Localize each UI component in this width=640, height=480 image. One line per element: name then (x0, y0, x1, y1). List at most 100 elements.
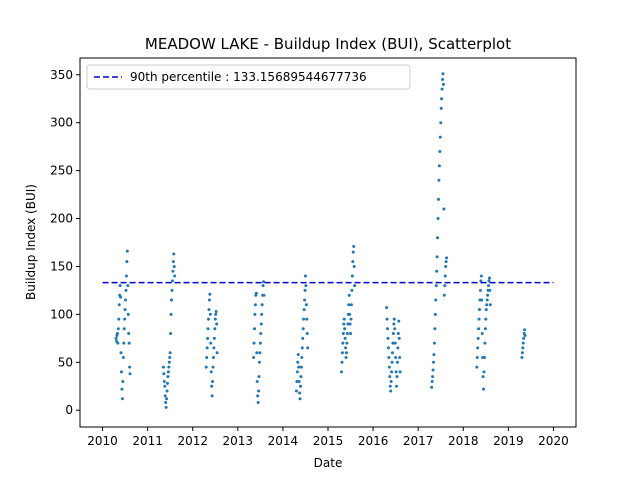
data-point (480, 332, 484, 336)
data-point (392, 317, 396, 321)
data-point (169, 312, 173, 316)
data-point (122, 327, 126, 331)
data-point (488, 288, 492, 292)
x-tick-label: 2013 (223, 434, 254, 448)
data-point (123, 317, 127, 321)
data-point (476, 336, 480, 340)
data-point (436, 197, 440, 201)
x-axis-label: Date (314, 456, 343, 470)
data-point (215, 322, 219, 326)
data-point (304, 303, 308, 307)
data-point (165, 381, 169, 385)
data-point (252, 356, 256, 360)
data-point (482, 387, 486, 391)
data-point (390, 370, 394, 374)
data-point (433, 327, 437, 331)
data-point (437, 164, 441, 168)
y-tick-label: 250 (50, 164, 73, 178)
data-point (211, 379, 215, 383)
data-points (114, 72, 527, 409)
data-point (344, 351, 348, 355)
data-point (395, 360, 399, 364)
data-point (439, 121, 443, 125)
data-point (170, 279, 174, 283)
data-point (432, 341, 436, 345)
data-point (395, 375, 399, 379)
data-point (297, 365, 301, 369)
data-point (118, 284, 122, 288)
data-point (440, 87, 444, 91)
data-point (207, 298, 211, 302)
data-point (262, 293, 266, 297)
data-point (166, 375, 170, 379)
data-point (341, 332, 345, 336)
data-point (257, 360, 261, 364)
y-tick-label: 100 (50, 307, 73, 321)
data-point (119, 370, 123, 374)
data-point (253, 312, 257, 316)
data-point (120, 387, 124, 391)
data-point (349, 317, 353, 321)
y-tick-label: 50 (58, 355, 73, 369)
data-point (441, 72, 445, 76)
data-point (261, 284, 265, 288)
x-tick-label: 2017 (403, 434, 434, 448)
data-point (353, 284, 357, 288)
data-point (441, 82, 445, 86)
data-point (398, 356, 402, 360)
data-point (173, 274, 177, 278)
data-point (389, 379, 393, 383)
data-point (295, 379, 299, 383)
data-point (205, 346, 209, 350)
data-point (128, 365, 132, 369)
data-point (121, 379, 125, 383)
data-point (430, 379, 434, 383)
plot-area (79, 57, 577, 428)
y-tick-label: 0 (65, 403, 73, 417)
data-point (165, 397, 169, 401)
data-point (258, 341, 262, 345)
data-point (258, 351, 262, 355)
data-point (350, 274, 354, 278)
data-point (398, 370, 402, 374)
data-point (346, 322, 350, 326)
data-point (168, 351, 172, 355)
data-point (442, 207, 446, 211)
y-tick-label: 350 (50, 68, 73, 82)
data-point (171, 260, 175, 264)
data-point (211, 365, 215, 369)
data-point (212, 336, 216, 340)
x-tick-label: 2020 (538, 434, 569, 448)
data-point (484, 308, 488, 312)
data-point (441, 78, 445, 82)
data-point (161, 365, 165, 369)
data-point (342, 322, 346, 326)
data-point (438, 149, 442, 153)
data-point (207, 308, 211, 312)
data-point (480, 298, 484, 302)
data-point (115, 332, 119, 336)
data-point (125, 249, 129, 253)
data-point (341, 341, 345, 345)
data-point (520, 356, 524, 360)
data-point (122, 341, 126, 345)
data-point (392, 322, 396, 326)
data-point (442, 293, 446, 297)
data-point (397, 319, 401, 323)
data-point (343, 327, 347, 331)
data-point (396, 332, 400, 336)
data-point (209, 370, 213, 374)
data-point (386, 336, 390, 340)
data-point (523, 328, 527, 332)
data-point (521, 341, 525, 345)
y-tick-label: 200 (50, 212, 73, 226)
data-point (204, 365, 208, 369)
data-point (256, 394, 260, 398)
data-point (445, 256, 449, 260)
data-point (397, 336, 401, 340)
data-point (350, 288, 354, 292)
data-point (349, 303, 353, 307)
data-point (253, 303, 257, 307)
data-point (478, 288, 482, 292)
data-point (124, 288, 128, 292)
